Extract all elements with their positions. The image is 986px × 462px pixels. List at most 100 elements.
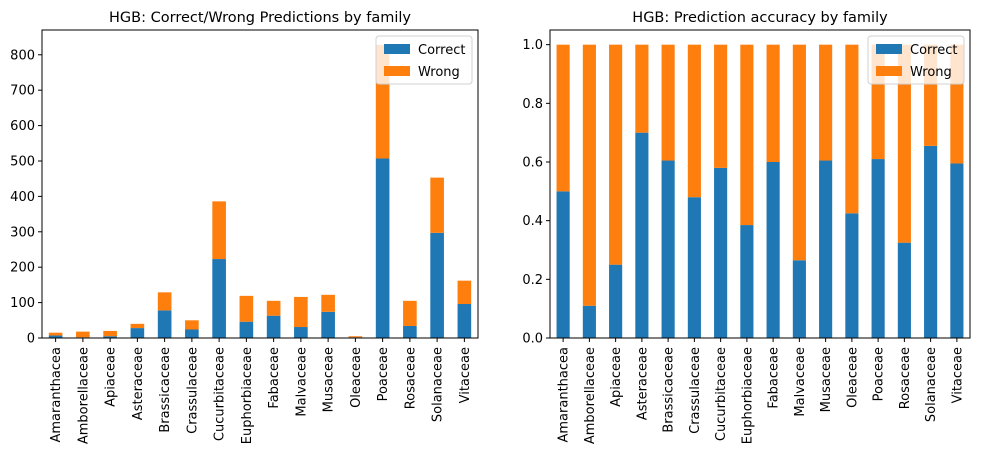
bar-correct-solanaceae: [430, 232, 444, 338]
bar-wrong-crassulaceae: [687, 44, 701, 198]
bar-correct-oleaceae: [845, 213, 859, 338]
x-tick-label: Malvaceae: [793, 347, 808, 417]
x-tick-label: Amborellaceae: [583, 347, 598, 444]
bar-correct-poaceae: [871, 159, 885, 338]
bar-wrong-malvaceae: [294, 296, 308, 328]
y-tick-label: 600: [10, 119, 35, 134]
bar-wrong-brassicaceae: [157, 292, 172, 311]
bar-wrong-solanaceae: [430, 177, 444, 233]
bar-correct-fabaceae: [766, 162, 780, 338]
legend-label-wrong: Wrong: [418, 65, 460, 80]
bar-correct-brassicaceae: [157, 310, 172, 338]
bar-correct-cucurbitaceae: [212, 259, 226, 338]
bar-correct-poaceae: [375, 158, 390, 338]
bar-correct-amaranthacea: [556, 191, 570, 338]
chart-accuracy: HGB: Prediction accuracy by family 0.0 0.2…: [522, 10, 971, 444]
x-tick-label: Solanaceae: [431, 347, 446, 422]
x-tick-label: Amaranthacea: [557, 347, 572, 443]
bar-wrong-amaranthacea: [48, 332, 63, 336]
bar-wrong-malvaceae: [792, 44, 806, 261]
bar-wrong-oleaceae: [845, 44, 859, 214]
bar-wrong-musaceae: [819, 44, 833, 161]
bar-wrong-rosaceae: [403, 300, 417, 326]
bar-wrong-fabaceae: [766, 44, 780, 162]
x-tick-label: Rosaceae: [898, 347, 913, 409]
legend-label-correct: Correct: [910, 43, 957, 58]
chart-title: HGB: Correct/Wrong Predictions by family: [109, 10, 411, 26]
x-tick-label: Amaranthacea: [49, 347, 64, 443]
bar-wrong-rosaceae: [897, 44, 911, 243]
x-tick-label: Apiaceae: [104, 347, 119, 407]
bar-wrong-brassicaceae: [661, 44, 675, 161]
y-tick-label: 0.0: [522, 332, 543, 347]
legend: Correct Wrong: [375, 35, 473, 85]
bar-wrong-oleaceae: [348, 336, 363, 338]
y-tick-label: 1.0: [522, 38, 543, 53]
bar-correct-vitaceae: [950, 163, 964, 338]
y-tick-label: 0.8: [522, 97, 543, 112]
x-tick-label: Cucurbitaceae: [213, 347, 228, 441]
bar-correct-amborellaceae: [582, 305, 596, 338]
y-tick-label: 400: [10, 190, 35, 205]
bar-correct-malvaceae: [294, 327, 308, 338]
legend-swatch-correct: [876, 44, 902, 54]
y-tick-label: 100: [10, 296, 35, 311]
bar-correct-apiaceae: [609, 264, 623, 338]
legend-swatch-correct: [384, 44, 410, 54]
y-tick-label: 300: [10, 225, 35, 240]
bar-wrong-amborellaceae: [76, 331, 90, 338]
chart-correct-wrong: HGB: Correct/Wrong Predictions by family…: [10, 10, 479, 444]
y-tick-label: 200: [10, 261, 35, 276]
bar-correct-vitaceae: [457, 304, 472, 338]
bar-wrong-cucurbitaceae: [714, 44, 728, 168]
bar-wrong-euphorbiaceae: [239, 295, 254, 322]
x-tick-label: Malvaceae: [294, 347, 309, 417]
x-tick-label: Asteraceae: [635, 347, 650, 420]
y-tick-label: 800: [10, 48, 35, 63]
y-tick-label: 500: [10, 154, 35, 169]
bar-correct-asteraceae: [635, 132, 649, 338]
bar-wrong-vitaceae: [457, 280, 472, 305]
bar-correct-cucurbitaceae: [714, 167, 728, 338]
x-tick-label: Cucurbitaceae: [714, 347, 729, 441]
bar-correct-crassulaceae: [687, 197, 701, 338]
bar-wrong-asteraceae: [130, 323, 145, 329]
x-tick-label: Brassicaceae: [158, 347, 173, 433]
x-tick-label: Apiaceae: [609, 347, 624, 407]
bar-correct-rosaceae: [897, 242, 911, 338]
x-tick-label: Fabaceae: [267, 347, 282, 409]
bar-correct-apiaceae: [103, 336, 117, 338]
legend: Correct Wrong: [867, 35, 965, 85]
chart-title: HGB: Prediction accuracy by family: [632, 10, 888, 26]
x-tick-label: Crassulaceae: [688, 347, 703, 434]
bar-wrong-amborellaceae: [582, 44, 596, 306]
bar-correct-crassulaceae: [185, 329, 199, 338]
x-tick-label: Asteraceae: [131, 347, 146, 420]
bar-wrong-apiaceae: [609, 44, 623, 265]
y-tick-label: 0.6: [522, 156, 543, 171]
bar-wrong-musaceae: [321, 294, 335, 312]
bar-wrong-cucurbitaceae: [212, 201, 226, 260]
bar-correct-brassicaceae: [661, 160, 675, 338]
bar-correct-euphorbiaceae: [239, 321, 254, 338]
legend-label-correct: Correct: [418, 43, 465, 58]
x-tick-label: Poaceae: [376, 347, 391, 401]
bar-correct-malvaceae: [792, 260, 806, 338]
bar-correct-rosaceae: [403, 325, 417, 338]
x-tick-label: Rosaceae: [403, 347, 418, 409]
bar-correct-euphorbiaceae: [740, 225, 754, 338]
x-tick-label: Musaceae: [819, 347, 834, 412]
y-tick-label: 0.4: [522, 214, 543, 229]
x-tick-label: Solanaceae: [924, 347, 939, 422]
bar-correct-solanaceae: [924, 145, 938, 338]
y-tick-label: 0.2: [522, 273, 543, 288]
bar-wrong-amaranthacea: [556, 44, 570, 192]
bar-correct-musaceae: [321, 311, 335, 338]
x-tick-label: Poaceae: [872, 347, 887, 401]
bar-wrong-fabaceae: [266, 300, 281, 316]
bar-correct-fabaceae: [266, 315, 281, 338]
legend-swatch-wrong: [384, 66, 410, 76]
bar-correct-asteraceae: [130, 328, 145, 338]
bar-wrong-crassulaceae: [185, 320, 199, 330]
